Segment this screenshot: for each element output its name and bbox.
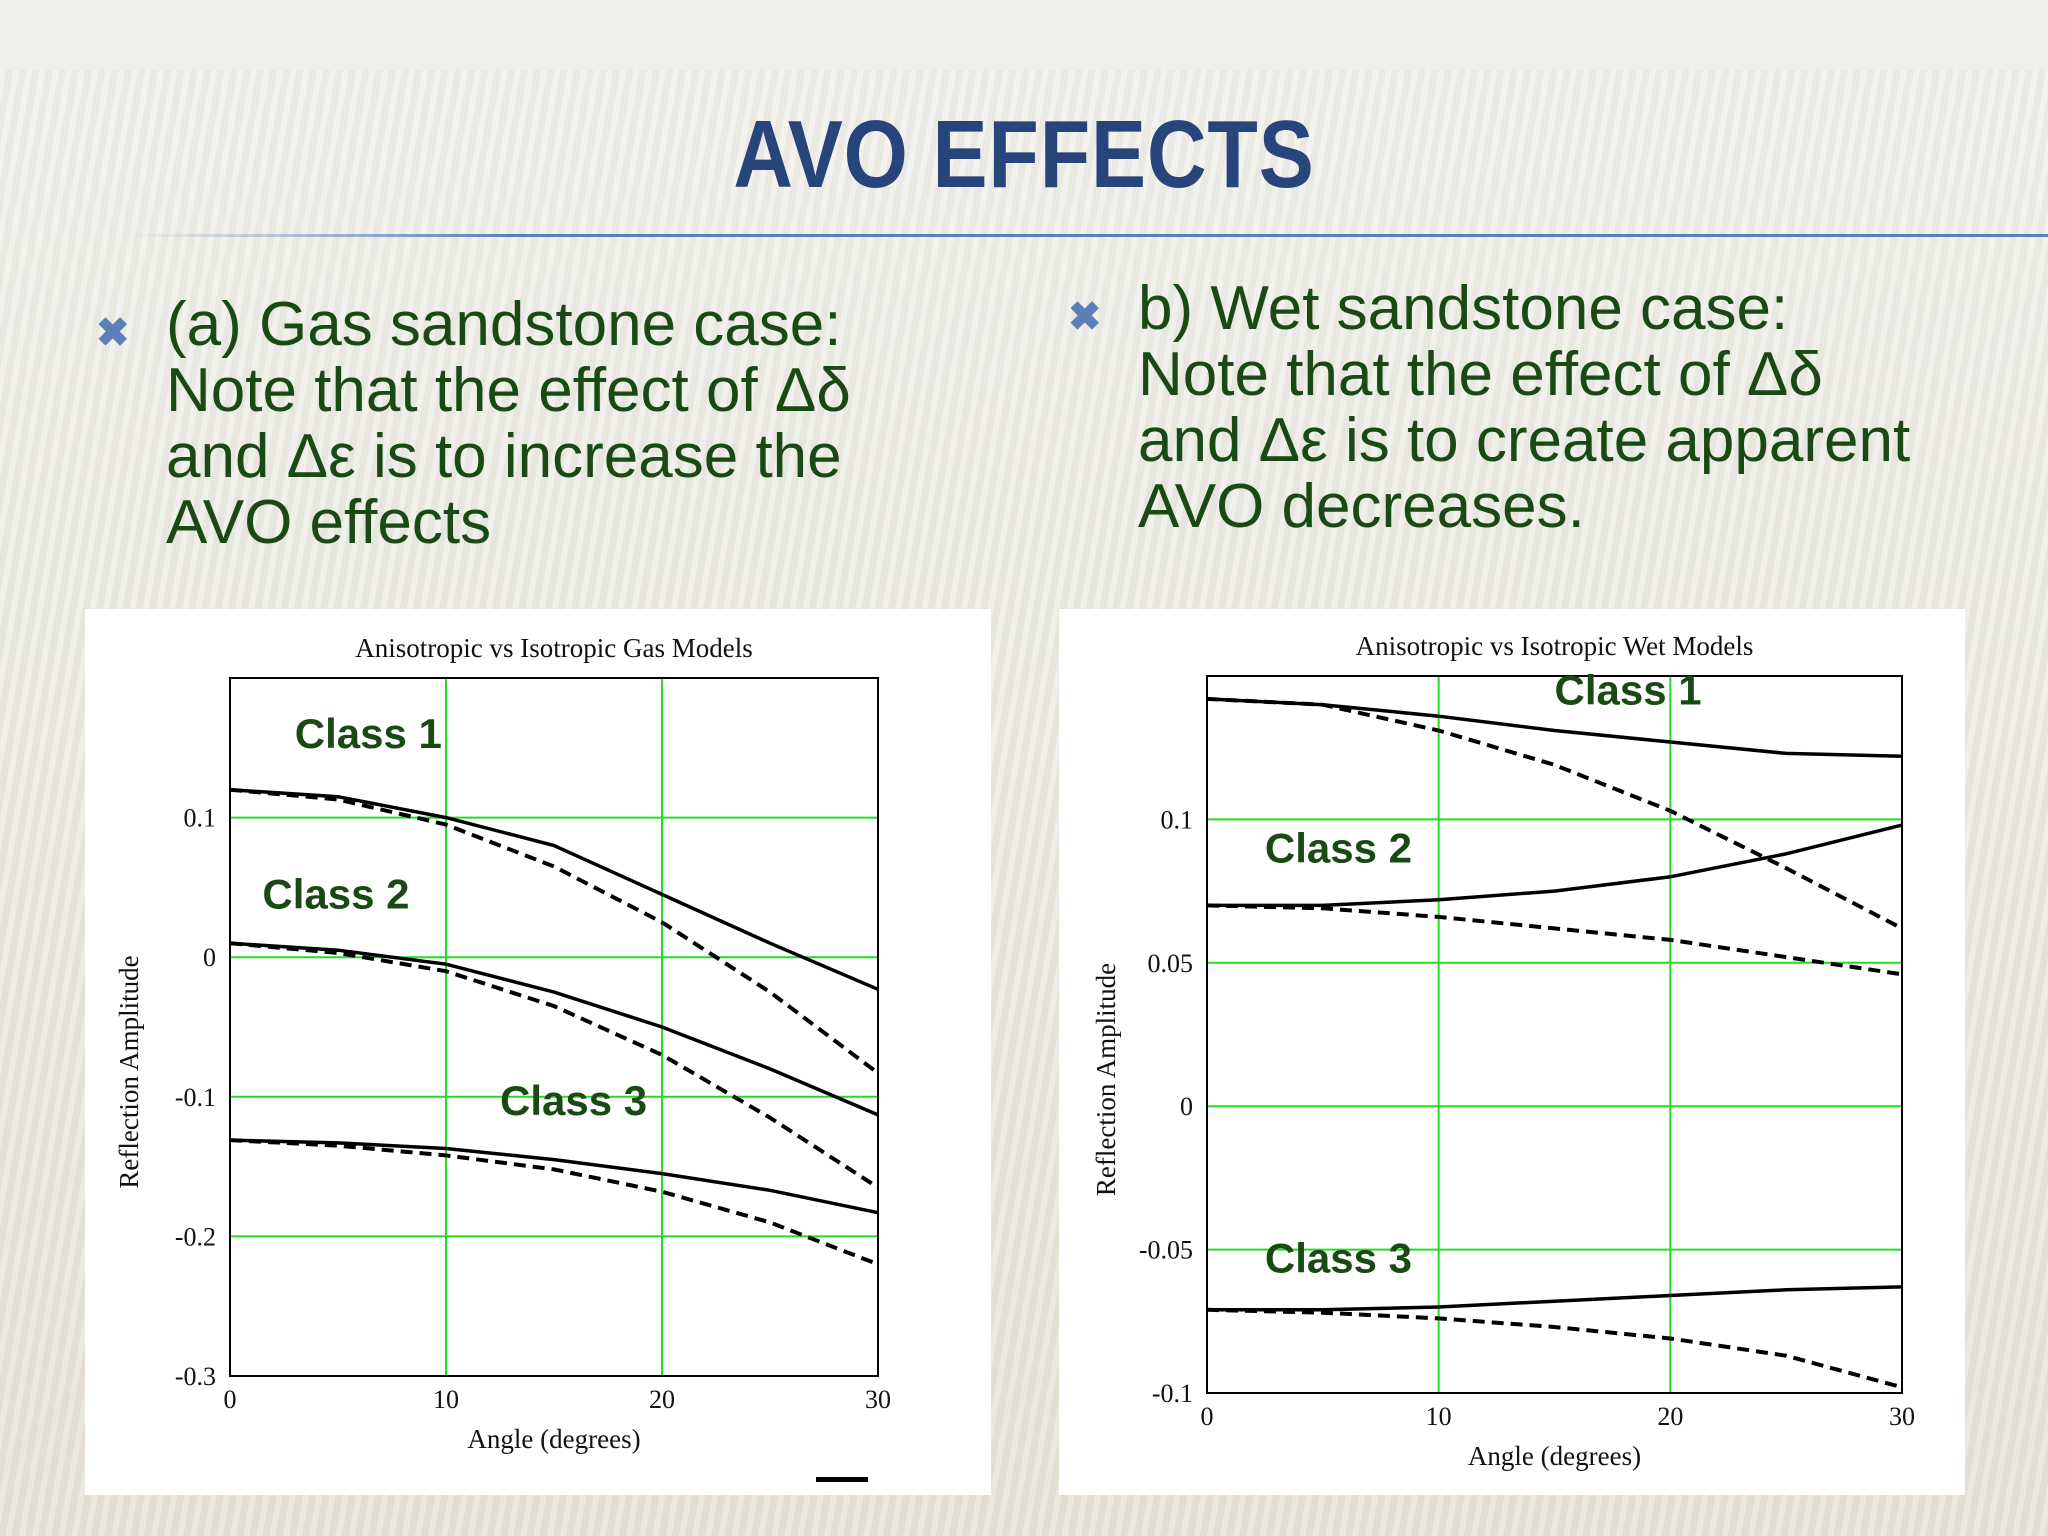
- class-annotation: Class 3: [1265, 1235, 1412, 1282]
- y-tick-label: -0.2: [175, 1222, 216, 1251]
- class-annotation: Class 3: [500, 1077, 647, 1124]
- x-tick-label: 0: [224, 1385, 237, 1414]
- bullet-gas-text: (a) Gas sandstone case: Note that the ef…: [166, 290, 851, 557]
- wet-chart: Anisotropic vs Isotropic Wet Models 0 10 20…: [1091, 631, 1915, 1471]
- anisotropic-curve-dashed: [229, 941, 880, 1190]
- y-tick-label: 0.1: [1161, 805, 1194, 834]
- isotropic-curve-solid: [229, 787, 879, 991]
- y-tick-label: -0.3: [175, 1362, 216, 1391]
- y-axis-label: Reflection Amplitude: [114, 955, 144, 1188]
- slide-title: AVO EFFECTS: [733, 101, 1315, 208]
- anisotropic-curve-dashed: [229, 787, 880, 1075]
- title-divider: [130, 234, 2048, 237]
- class-annotation: Class 2: [262, 870, 409, 917]
- bullet-wet-case: ✖ b) Wet sandstone case: Note that the e…: [1068, 274, 2038, 541]
- x-axis-label: Angle (degrees): [467, 1424, 640, 1454]
- x-tick-label: 0: [1201, 1402, 1214, 1431]
- x-tick-label: 20: [1657, 1402, 1683, 1431]
- y-tick-label: 0.05: [1148, 949, 1194, 978]
- gas-chart: Anisotropic vs Isotropic Gas Models 0 10 20…: [114, 633, 891, 1454]
- y-tick-label: -0.1: [175, 1083, 216, 1112]
- y-tick-label: 0.1: [184, 804, 217, 833]
- isotropic-curve-solid: [229, 1138, 879, 1215]
- x-tick-label: 30: [865, 1385, 891, 1414]
- anisotropic-curve-dashed: [1206, 1307, 1903, 1390]
- isotropic-curve-solid: [229, 941, 879, 1117]
- isotropic-curve-solid: [1207, 823, 1903, 908]
- anisotropic-curve-dashed: [1206, 903, 1903, 977]
- anisotropic-curve-dashed: [1206, 696, 1903, 931]
- class-annotation: Class 1: [1555, 667, 1702, 714]
- plot-frame: [229, 677, 879, 1377]
- x-axis-label: Angle (degrees): [1468, 1441, 1641, 1471]
- class-annotation: Class 2: [1265, 824, 1412, 871]
- class-annotation: Class 1: [295, 710, 442, 757]
- x-mark-icon: ✖: [1068, 295, 1102, 339]
- x-mark-icon: ✖: [96, 311, 130, 355]
- isotropic-curve-solid: [1207, 1285, 1903, 1312]
- chart-title: Anisotropic vs Isotropic Gas Models: [355, 633, 752, 663]
- bullet-wet-text: b) Wet sandstone case: Note that the eff…: [1138, 274, 1911, 541]
- bullet-gas-case: ✖ (a) Gas sandstone case: Note that the …: [96, 290, 966, 557]
- chart-title: Anisotropic vs Isotropic Wet Models: [1356, 631, 1754, 661]
- slide-mark: [816, 1477, 868, 1482]
- anisotropic-curve-dashed: [229, 1138, 879, 1267]
- y-tick-label: -0.1: [1152, 1379, 1193, 1408]
- gas-chart-panel: Anisotropic vs Isotropic Gas Models 0 10 20…: [85, 609, 991, 1495]
- y-tick-label: 0: [203, 943, 216, 972]
- x-tick-label: 30: [1889, 1402, 1915, 1431]
- x-tick-label: 10: [1426, 1402, 1452, 1431]
- y-tick-label: 0: [1180, 1092, 1193, 1121]
- x-tick-label: 10: [433, 1385, 459, 1414]
- plot-frame: [1206, 675, 1903, 1394]
- y-axis-label: Reflection Amplitude: [1091, 963, 1121, 1196]
- wet-chart-panel: Anisotropic vs Isotropic Wet Models 0 10 20…: [1059, 609, 1965, 1495]
- y-tick-label: -0.05: [1139, 1236, 1193, 1265]
- x-tick-label: 20: [649, 1385, 675, 1414]
